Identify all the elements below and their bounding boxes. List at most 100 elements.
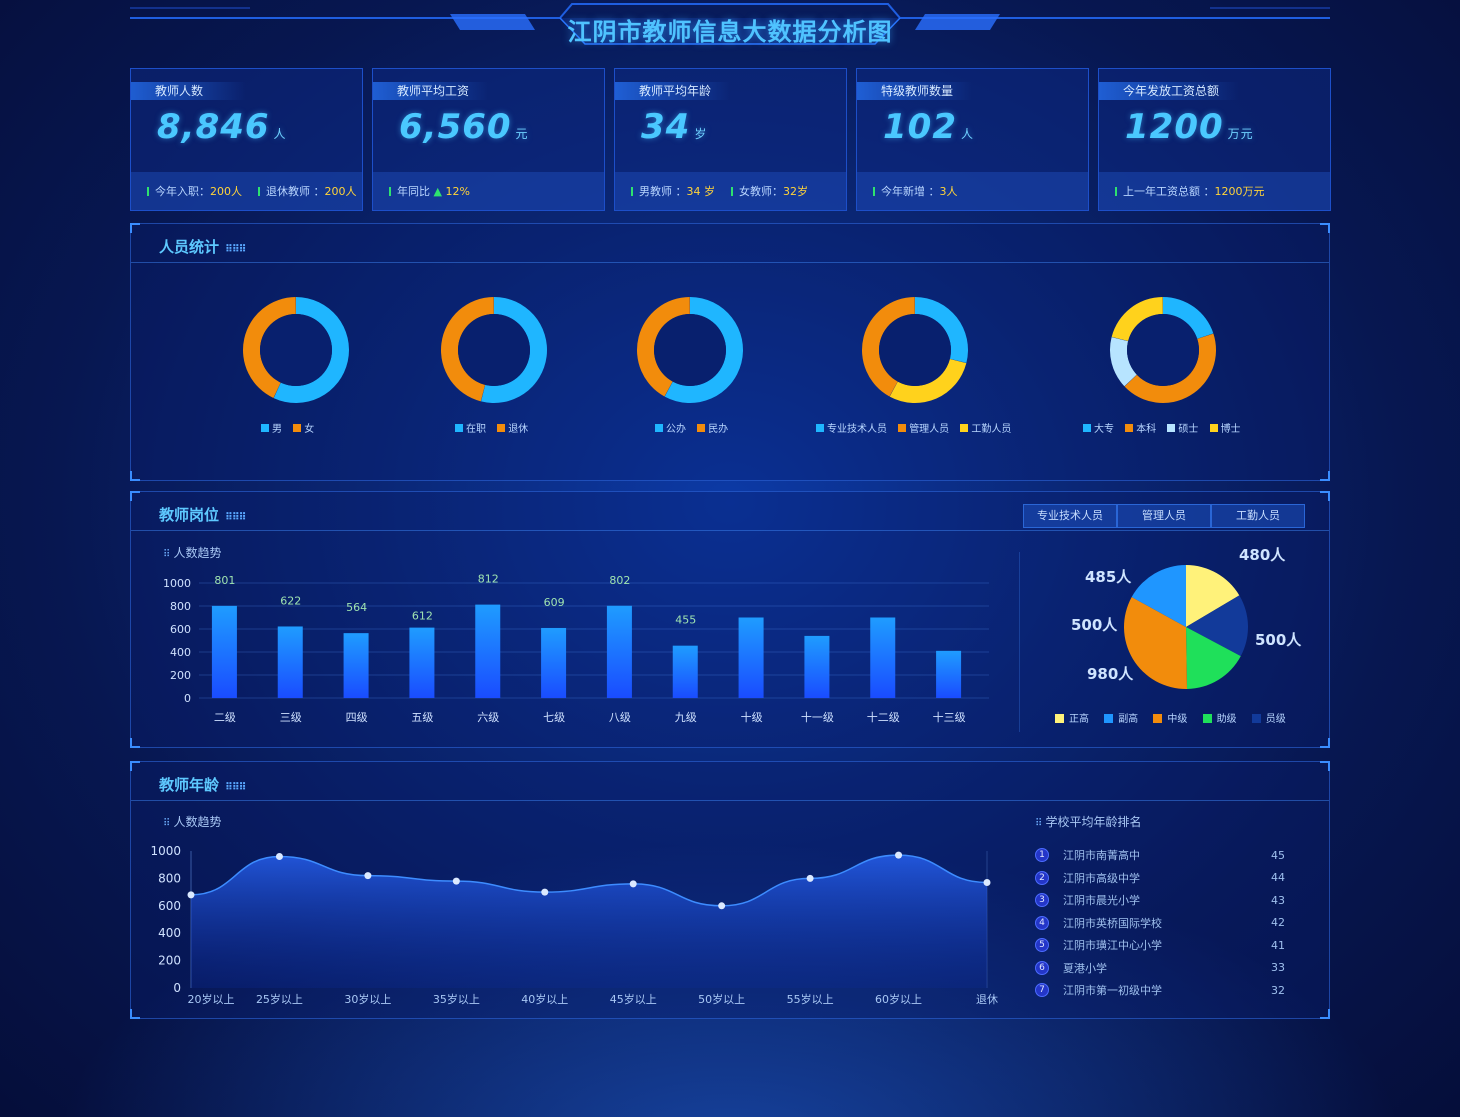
chart-subtitle: 人数趋势 xyxy=(163,813,222,830)
x-tick-label: 二级 xyxy=(214,711,236,724)
donut-legend-gender: 男 女 xyxy=(253,420,314,435)
card-label: 特级教师数量 xyxy=(857,82,972,100)
card-value: 8,846 人 xyxy=(157,107,287,147)
y-tick-label: 600 xyxy=(158,899,181,913)
donut-segment xyxy=(1124,333,1216,403)
legend-swatch xyxy=(1209,424,1218,432)
donut-legend-education: 大专 本科 硕士 博士 xyxy=(1075,420,1241,435)
bar-data-label: 455 xyxy=(675,614,696,627)
x-tick-label: 20岁以上 xyxy=(188,992,235,1006)
ranking-row: 4 江阴市英桥国际学校 42 xyxy=(1035,912,1315,935)
x-tick-label: 45岁以上 xyxy=(610,992,657,1006)
y-tick-label: 0 xyxy=(184,692,191,705)
bar-data-label: 801 xyxy=(214,574,235,587)
donut-chart-staff-type xyxy=(862,297,968,403)
data-point xyxy=(983,879,991,887)
donut-segment xyxy=(243,297,296,398)
x-tick-label: 55岁以上 xyxy=(787,992,834,1006)
divider xyxy=(1019,552,1020,732)
data-point xyxy=(629,880,637,888)
pie-slice xyxy=(1186,627,1241,689)
donut-segment xyxy=(481,297,547,403)
legend-swatch xyxy=(261,424,269,432)
panel-title: 教师年龄 ⠿⠿⠿ xyxy=(159,776,246,794)
footer-item: 今年入职：200人 xyxy=(147,183,242,199)
legend-swatch xyxy=(697,424,706,432)
donut-chart-school-type xyxy=(637,297,743,403)
bar xyxy=(606,605,632,698)
pie-label-senior: 485人 xyxy=(1085,568,1132,586)
bar-data-label: 812 xyxy=(478,573,499,586)
donut-segment xyxy=(637,297,690,397)
tab-management-staff[interactable]: 管理人员 xyxy=(1117,504,1211,528)
tab-professional-staff[interactable]: 专业技术人员 xyxy=(1023,504,1117,528)
y-tick-label: 800 xyxy=(158,871,181,885)
x-tick-label: 30岁以上 xyxy=(344,992,391,1006)
data-point xyxy=(718,902,726,910)
donut-chart-gender xyxy=(243,297,349,403)
bar-data-label: 564 xyxy=(346,601,367,614)
card-label: 今年发放工资总额 xyxy=(1099,82,1239,100)
chart-subtitle: 人数趋势 xyxy=(163,544,222,561)
donut-hole xyxy=(654,314,726,386)
legend-swatch xyxy=(655,424,663,432)
bar xyxy=(738,617,764,698)
bar-data-label: 609 xyxy=(544,596,565,609)
panel-title: 教师岗位 ⠿⠿⠿ xyxy=(159,506,246,524)
data-point xyxy=(364,872,372,880)
bar xyxy=(475,604,501,698)
up-arrow-icon: ▲ xyxy=(433,185,442,198)
area-fill xyxy=(191,855,987,988)
footer-item: 上一年工资总额 ：1200万元 xyxy=(1115,183,1265,199)
legend-swatch xyxy=(1055,714,1064,723)
x-tick-label: 35岁以上 xyxy=(433,992,480,1006)
pie-slice xyxy=(1124,597,1187,689)
x-tick-label: 七级 xyxy=(543,711,565,724)
donut-segment xyxy=(1111,297,1163,342)
donut-hole xyxy=(1127,314,1199,386)
legend-swatch xyxy=(816,424,824,432)
donut-chart-employment xyxy=(440,297,547,403)
donut-segment xyxy=(1110,337,1137,387)
x-tick-label: 60岁以上 xyxy=(875,992,922,1006)
y-tick-label: 200 xyxy=(170,669,191,682)
tab-service-staff[interactable]: 工勤人员 xyxy=(1211,504,1305,528)
bar-data-label: 622 xyxy=(280,594,301,607)
ranking-row: 6 夏港小学 33 xyxy=(1035,957,1315,980)
donut-segment xyxy=(1163,297,1214,339)
teacher-post-panel: 教师岗位⠿⠿⠿ 专业技术人员 管理人员 工勤人员 人数趋势 0 200 400 600… xyxy=(130,491,1330,748)
bar xyxy=(211,605,237,698)
x-tick-label: 退休 xyxy=(976,993,998,1006)
pie-label-junior: 480人 xyxy=(1239,546,1286,564)
x-tick-label: 十三级 xyxy=(933,710,966,724)
x-tick-label: 50岁以上 xyxy=(698,992,745,1006)
data-point xyxy=(895,851,903,859)
pie-slice xyxy=(1131,565,1186,627)
data-point xyxy=(541,888,549,896)
ranking-row: 3 江阴市晨光小学 43 xyxy=(1035,889,1315,912)
card-value: 6,560 元 xyxy=(399,107,529,147)
bar-data-label: 802 xyxy=(609,574,630,587)
data-point xyxy=(452,877,460,885)
x-tick-label: 25岁以上 xyxy=(256,992,303,1006)
page-header: 江阴市教师信息大数据分析图 xyxy=(130,0,1330,56)
card-label: 教师平均年龄 xyxy=(615,82,730,100)
donut-segment xyxy=(440,297,494,402)
legend-swatch xyxy=(455,424,463,432)
donut-hole xyxy=(458,314,530,386)
footer-item: 男教师 ：34 岁 xyxy=(631,183,715,199)
bar xyxy=(870,617,896,698)
staff-statistics-panel: 人员统计 ⠿⠿⠿ 男 女 在职 退休 公办 民办 专业技术人员 管理人员 工勤人员… xyxy=(130,223,1330,481)
y-tick-label: 200 xyxy=(158,954,181,968)
legend-swatch xyxy=(960,424,969,432)
y-tick-label: 400 xyxy=(158,926,181,940)
dots-icon: ⠿⠿⠿ xyxy=(225,782,246,793)
x-tick-label: 八级 xyxy=(609,711,631,724)
donut-segment xyxy=(273,297,349,403)
data-point xyxy=(275,852,283,860)
data-point xyxy=(187,891,195,899)
bar xyxy=(936,650,962,698)
divider xyxy=(131,800,1329,801)
card-footer: 上一年工资总额 ：1200万元 xyxy=(1099,172,1330,210)
donut-hole xyxy=(260,314,332,386)
